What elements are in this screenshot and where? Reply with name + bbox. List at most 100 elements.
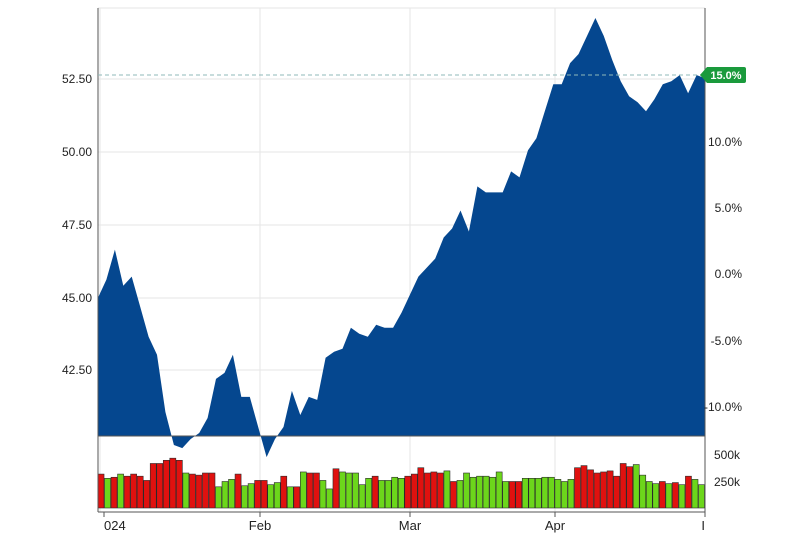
last-value-badge[interactable]: 15.0%	[700, 67, 746, 83]
volume-bar	[437, 472, 444, 509]
volume-tick-label: 500k	[714, 448, 741, 462]
volume-bar	[534, 478, 542, 509]
volume-bar	[430, 471, 438, 509]
percent-tick-label: 0.0%	[715, 267, 743, 281]
volume-bar	[645, 481, 653, 509]
volume-bar	[463, 472, 470, 509]
volume-bar	[502, 481, 510, 509]
volume-bar	[202, 472, 209, 509]
volume-bar	[136, 475, 144, 509]
volume-bar	[149, 463, 157, 509]
volume-bar	[319, 480, 327, 509]
volume-bar	[489, 476, 496, 509]
volume-bar	[619, 463, 627, 509]
volume-bar	[260, 480, 268, 509]
percent-tick-label: 10.0%	[708, 135, 742, 149]
volume-bar	[117, 473, 124, 509]
volume-bar	[554, 479, 562, 509]
volume-bar	[593, 472, 601, 509]
volume-bar	[228, 479, 235, 509]
volume-bar	[358, 484, 366, 509]
volume-bar	[587, 469, 594, 509]
volume-bar	[443, 470, 451, 509]
volume-bar	[659, 481, 666, 509]
volume-bar	[162, 459, 170, 509]
volume-bar	[639, 474, 647, 509]
x-tick-label: I	[701, 518, 705, 533]
volume-bar	[267, 484, 275, 509]
volume-bar	[130, 473, 137, 509]
volume-bar	[698, 484, 705, 509]
x-tick-label: 024	[104, 518, 126, 533]
volume-bar	[352, 472, 359, 509]
percent-tick-label: -5.0%	[711, 334, 743, 348]
volume-bar	[123, 475, 131, 509]
volume-bar	[561, 481, 568, 509]
volume-bar	[397, 478, 405, 509]
last-value-text: 15.0%	[710, 70, 741, 82]
volume-bar	[567, 479, 575, 509]
price-axis: 42.50 45.00 47.50 50.00 52.50	[62, 72, 92, 377]
volume-bar	[541, 476, 549, 509]
volume-bar	[691, 479, 699, 509]
volume-bar	[143, 480, 151, 509]
volume-bar	[293, 486, 301, 509]
volume-axis: 250k 500k	[714, 448, 741, 489]
percent-axis: -10.0% -5.0% 0.0% 5.0% 10.0%	[704, 135, 742, 414]
volume-bar	[280, 475, 288, 509]
volume-bar	[469, 476, 477, 509]
price-tick-label: 50.00	[62, 145, 92, 159]
volume-bar	[104, 478, 111, 509]
volume-bar	[410, 473, 418, 509]
volume-bar	[221, 481, 229, 509]
x-tick-label: Mar	[399, 518, 422, 533]
volume-bar	[495, 471, 503, 509]
volume-bar	[169, 457, 177, 509]
volume-bar	[247, 483, 255, 509]
volume-bar	[254, 480, 261, 509]
volume-bar	[456, 480, 464, 509]
volume-bar	[521, 478, 529, 509]
volume-bar	[300, 471, 307, 509]
volume-bar	[345, 472, 353, 509]
price-area-series	[98, 18, 705, 458]
volume-bar	[515, 481, 523, 509]
volume-bar	[234, 473, 242, 509]
volume-bar	[632, 464, 640, 509]
volume-bar	[110, 476, 118, 509]
volume-bar	[600, 471, 607, 509]
volume-bar	[685, 475, 692, 509]
volume-bar	[195, 474, 203, 509]
volume-tick-label: 250k	[714, 475, 741, 489]
time-axis: 024 Feb Mar Apr I	[103, 512, 706, 533]
volume-bar	[606, 470, 614, 509]
volume-bar	[548, 476, 555, 509]
volume-bar	[182, 472, 190, 509]
x-tick-label: Apr	[545, 518, 566, 533]
price-tick-label: 52.50	[62, 72, 92, 86]
volume-bar	[672, 482, 679, 509]
volume-bar	[417, 467, 425, 509]
volume-bar	[273, 482, 281, 509]
price-tick-label: 42.50	[62, 363, 92, 377]
volume-bar	[378, 480, 385, 509]
volume-bar	[313, 472, 320, 509]
volume-bar	[482, 475, 490, 509]
percent-tick-label: 5.0%	[715, 201, 743, 215]
chart-frame	[97, 8, 706, 513]
volume-bar	[476, 475, 483, 509]
volume-bar	[208, 472, 216, 509]
volume-bar	[424, 472, 431, 509]
volume-bar	[678, 484, 686, 509]
price-area	[98, 18, 705, 458]
volume-bar	[404, 475, 412, 509]
price-tick-label: 45.00	[62, 291, 92, 305]
volume-bars	[97, 457, 705, 509]
x-tick-label: Feb	[249, 518, 271, 533]
volume-bar	[332, 468, 340, 509]
volume-bar	[665, 483, 673, 509]
volume-bar	[326, 488, 333, 509]
price-tick-label: 47.50	[62, 218, 92, 232]
volume-bar	[384, 480, 392, 509]
